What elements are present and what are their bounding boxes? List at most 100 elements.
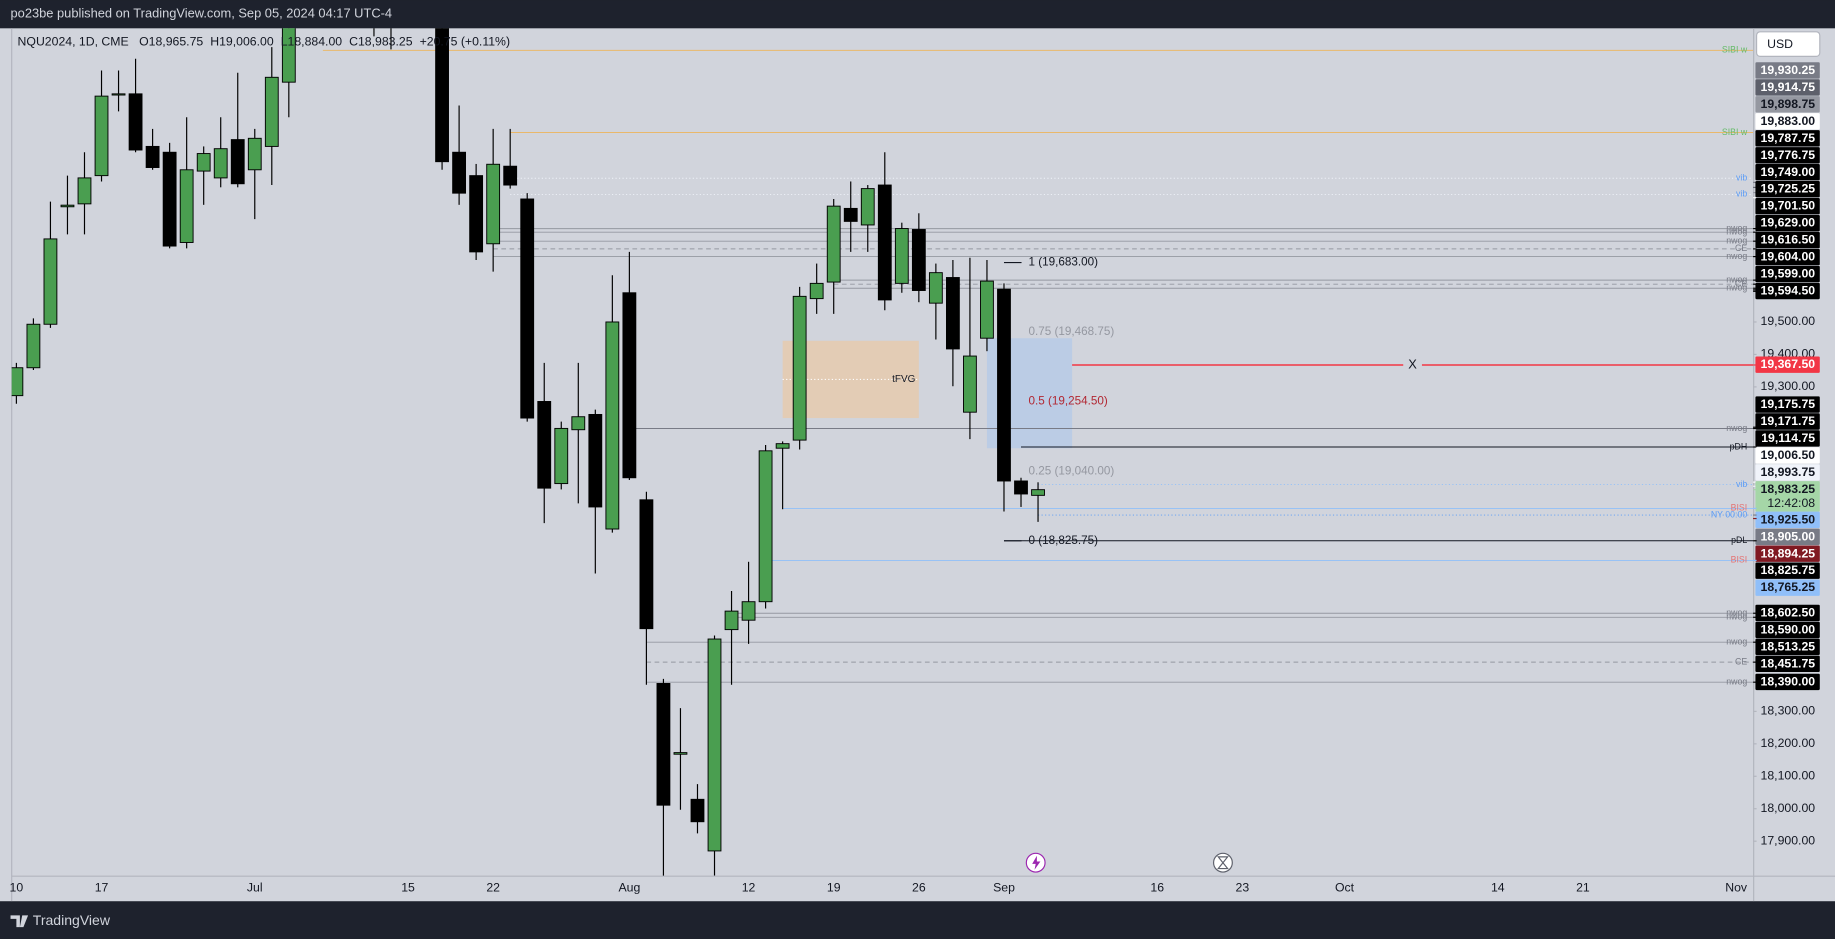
price-label-box	[1755, 147, 1820, 164]
price-label-box	[1755, 562, 1820, 579]
candle-body	[264, 76, 279, 147]
price-label-box	[1755, 282, 1820, 300]
price-label-box	[1755, 673, 1820, 691]
candle-body	[435, 28, 449, 163]
candle-body	[26, 323, 41, 369]
x-tick-label: 23	[1236, 881, 1250, 895]
level-label: BISI	[1731, 555, 1748, 565]
price-label-box	[1755, 413, 1820, 430]
price-label: 19,114.75	[1761, 431, 1815, 445]
price-label-box	[1755, 214, 1820, 232]
fib-label: 0 (18,825.75)	[1029, 534, 1099, 547]
level-label: nwog	[1726, 235, 1747, 245]
y-tick-label: 17,900.00	[1761, 833, 1816, 847]
price-label: 19,171.75	[1761, 414, 1816, 428]
level-label: nwog	[1726, 636, 1747, 646]
candle-body	[673, 752, 688, 755]
x-tick-label: 19	[827, 881, 841, 895]
currency-label[interactable]: USD	[1767, 37, 1793, 51]
level-label: CE	[1735, 278, 1747, 288]
price-label: 18,765.25	[1761, 580, 1816, 594]
price-label-box	[1755, 655, 1820, 673]
price-label: 18,590.00	[1761, 622, 1816, 636]
x-tick-label: Aug	[618, 881, 640, 895]
y-tick-label: 18,200.00	[1761, 736, 1816, 750]
price-label: 18,983.25	[1761, 482, 1816, 496]
candle-body	[469, 175, 484, 253]
currency-button[interactable]	[1756, 31, 1821, 57]
price-label-box	[1755, 545, 1820, 562]
bottom-bar	[0, 901, 1835, 939]
level-label: CE	[1735, 656, 1747, 666]
price-label-box	[1755, 430, 1820, 447]
level-label: vib	[1736, 173, 1747, 183]
level-label: BISI	[1731, 503, 1748, 513]
candle-body	[111, 93, 126, 96]
y-tick-label: 18,300.00	[1761, 704, 1816, 718]
level-label: SIBI w	[1722, 127, 1748, 137]
price-label-box	[1755, 62, 1820, 79]
price-label-box	[1755, 356, 1820, 373]
price-label: 19,701.50	[1761, 199, 1816, 213]
candle-body	[43, 238, 58, 325]
candle-body	[860, 188, 875, 226]
candle-body	[792, 295, 807, 441]
price-label-box	[1755, 528, 1820, 545]
x-tick-label: 21	[1576, 881, 1590, 895]
price-label: 19,914.75	[1761, 80, 1816, 94]
level-label: pDH	[1730, 441, 1748, 451]
price-label-box	[1755, 604, 1820, 622]
level-label: nwog	[1726, 423, 1747, 433]
candle-body	[94, 95, 109, 177]
price-label: 18,993.75	[1761, 465, 1816, 479]
candle-body	[826, 205, 841, 283]
price-label-box	[1755, 638, 1820, 656]
level-label: nwog	[1726, 226, 1747, 236]
price-label: 19,175.75	[1761, 397, 1816, 411]
candle-body	[911, 229, 926, 291]
candle-body	[60, 204, 75, 208]
candle-body	[690, 798, 705, 823]
level-label: nwog	[1726, 251, 1747, 261]
price-label-box	[1755, 79, 1820, 96]
price-label-box	[1755, 464, 1820, 481]
price-label-box	[1755, 447, 1820, 464]
price-label: 19,604.00	[1761, 250, 1816, 264]
candle-body	[997, 288, 1011, 482]
candle-body	[963, 355, 977, 413]
price-label: 19,594.50	[1761, 284, 1816, 298]
price-label: 19,006.50	[1761, 448, 1816, 462]
candle-body	[945, 277, 960, 350]
event-icon-glyph	[1032, 855, 1041, 870]
y-tick-label: 19,500.00	[1761, 314, 1816, 328]
candle-body	[775, 443, 790, 449]
x-tick-label: 14	[1491, 881, 1505, 895]
brand-logo	[10, 915, 29, 928]
price-label: 18,390.00	[1761, 674, 1816, 688]
level-label: nwog	[1726, 608, 1747, 618]
ohlc-value: C18,983.25	[349, 35, 413, 49]
price-axis: 17,900.00 18,000.00 18,100.00 18,200.00 18,3…	[1753, 62, 1820, 847]
x-tick-label: 12	[742, 881, 756, 895]
candle-body	[196, 153, 211, 172]
candle-body	[622, 292, 637, 479]
price-label: 19,930.25	[1761, 63, 1816, 77]
candle-body	[179, 169, 194, 243]
x-tick-label: Nov	[1725, 881, 1748, 895]
price-label: 19,616.50	[1761, 233, 1816, 247]
candle-body	[1031, 489, 1045, 496]
price-label: 18,602.50	[1761, 605, 1816, 619]
price-label: 18,513.25	[1761, 639, 1816, 653]
candle-body	[656, 683, 671, 806]
price-label: 19,599.00	[1761, 267, 1816, 281]
y-tick-label: 18,100.00	[1761, 769, 1816, 783]
price-label-box	[1755, 113, 1820, 130]
symbol-legend: NQU2024, 1D, CME O18,965.75 H19,006.00 L18…	[18, 35, 510, 49]
x-tick-label: 10	[10, 881, 24, 895]
candle-body	[639, 499, 654, 630]
candle-body	[605, 321, 620, 530]
candle-body	[11, 367, 24, 397]
